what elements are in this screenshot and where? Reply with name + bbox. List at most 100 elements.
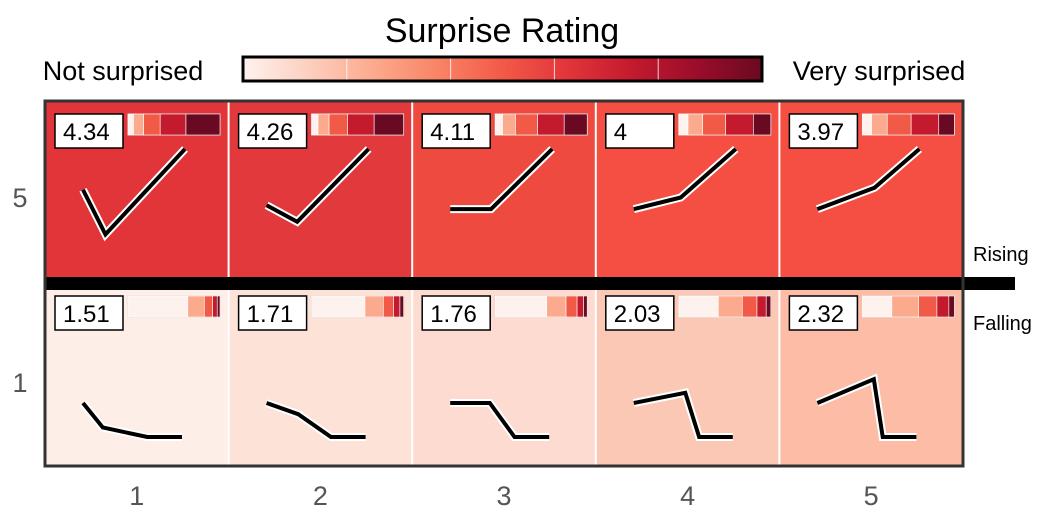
legend-frame: [241, 55, 764, 83]
score-box: [237, 113, 308, 149]
chart-title: Surprise Rating: [385, 12, 619, 50]
sketch-line: [265, 401, 366, 439]
distribution-segment: [317, 113, 330, 136]
heatmap-cell: 1.76: [412, 283, 596, 466]
cell-score: 4.34: [63, 119, 110, 146]
score-box: [788, 113, 859, 149]
distribution-segment: [383, 295, 394, 318]
heatmap-cell: 4.26: [228, 101, 413, 284]
heatmap-cell: 1.71: [228, 283, 413, 466]
distribution-segment: [127, 295, 189, 318]
distribution-segment: [133, 113, 144, 136]
distribution-segment: [718, 295, 743, 318]
distribution-segment: [886, 113, 912, 136]
sketch-line: [81, 147, 187, 238]
distribution-segment: [756, 295, 767, 318]
distribution-segment: [187, 295, 205, 318]
legend-low-label: Not surprised: [43, 56, 204, 86]
sketch-line: [81, 401, 182, 439]
distribution-segment: [687, 113, 704, 136]
distribution-segment: [765, 295, 772, 318]
distribution-segment: [347, 113, 375, 136]
score-box: [237, 295, 308, 331]
distribution-segment: [143, 113, 161, 136]
distribution-segment: [678, 113, 689, 136]
distribution-segment: [891, 295, 919, 318]
heatmap-cell: 4.34: [45, 101, 229, 284]
column-label: 4: [680, 481, 695, 511]
distribution-segment: [702, 113, 727, 136]
heatmap-cell: 4.11: [412, 101, 596, 284]
distribution-segment: [364, 295, 384, 318]
cell-score: 1.51: [63, 301, 110, 328]
distribution-segment: [216, 295, 221, 318]
distribution-segment: [741, 295, 758, 318]
distribution-segment: [725, 113, 754, 136]
distribution-segment: [862, 113, 872, 136]
sketch-line: [633, 147, 738, 212]
distribution-segment: [373, 113, 404, 136]
sketch-line: [816, 376, 917, 439]
sketch-line: [450, 147, 554, 212]
cell-score: 1.71: [247, 301, 294, 328]
row-label: 5: [12, 183, 27, 213]
distribution-segment: [565, 295, 578, 318]
score-box: [788, 295, 859, 331]
distribution-segment: [910, 113, 940, 136]
distribution-segment: [494, 295, 548, 318]
cell-score: 4: [614, 119, 627, 146]
distribution-segment: [563, 113, 588, 136]
distribution-segment: [515, 113, 538, 136]
distribution-segment: [871, 113, 888, 136]
column-label: 3: [496, 481, 511, 511]
side-label: Falling: [973, 313, 1032, 335]
heatmap-cell: 4: [595, 101, 780, 284]
distribution-segment: [399, 295, 404, 318]
distribution-segment: [678, 295, 719, 318]
distribution-segment: [862, 295, 893, 318]
distribution-segment: [938, 113, 955, 136]
sketch-line: [633, 390, 733, 439]
cell-score: 2.32: [797, 301, 844, 328]
sketch-line: [265, 147, 371, 225]
axis-labels: 5 1 1 2 3 4 5 Rising Falling: [12, 183, 1031, 511]
distribution-segment: [576, 295, 584, 318]
cell-score: 2.03: [614, 301, 661, 328]
legend-gradient: [243, 57, 762, 81]
score-box: [605, 113, 675, 149]
row-label: 1: [12, 368, 27, 398]
column-label: 2: [313, 481, 328, 511]
score-box: [54, 295, 124, 331]
score-box: [54, 113, 124, 149]
distribution-segment: [212, 295, 218, 318]
cell-score: 1.76: [430, 301, 477, 328]
heatmap-cell: 1.51: [45, 283, 229, 466]
color-legend-bar: [241, 55, 764, 83]
score-box: [421, 295, 491, 331]
column-label: 5: [864, 481, 879, 511]
distribution-segment: [185, 113, 221, 136]
distribution-segment: [502, 113, 516, 136]
distribution-segment: [918, 295, 938, 318]
distribution-segment: [328, 113, 348, 136]
cell-score: 4.11: [430, 119, 475, 146]
score-box: [605, 295, 675, 331]
sketch-line: [450, 401, 550, 439]
heatmap-cell: 3.97: [779, 101, 963, 284]
distribution-segment: [393, 295, 401, 318]
distribution-segment: [204, 295, 213, 318]
score-box: [421, 113, 491, 149]
distribution-segment: [753, 113, 772, 136]
cell-score: 4.26: [247, 119, 294, 146]
distribution-segment: [936, 295, 950, 318]
distribution-segment: [311, 113, 319, 136]
column-label: 1: [129, 481, 144, 511]
heatmap-cell: 2.03: [595, 283, 780, 466]
cell-score: 3.97: [797, 119, 844, 146]
heatmap-cell: 2.32: [779, 283, 963, 466]
heatmap-cells: 4.34 4.26 4.11 4 3.97 1.51 1.71 1.76 2.03 2.32: [43, 99, 1015, 468]
row-separator: [45, 277, 1015, 290]
distribution-segment: [159, 113, 187, 136]
distribution-segment: [311, 295, 366, 318]
